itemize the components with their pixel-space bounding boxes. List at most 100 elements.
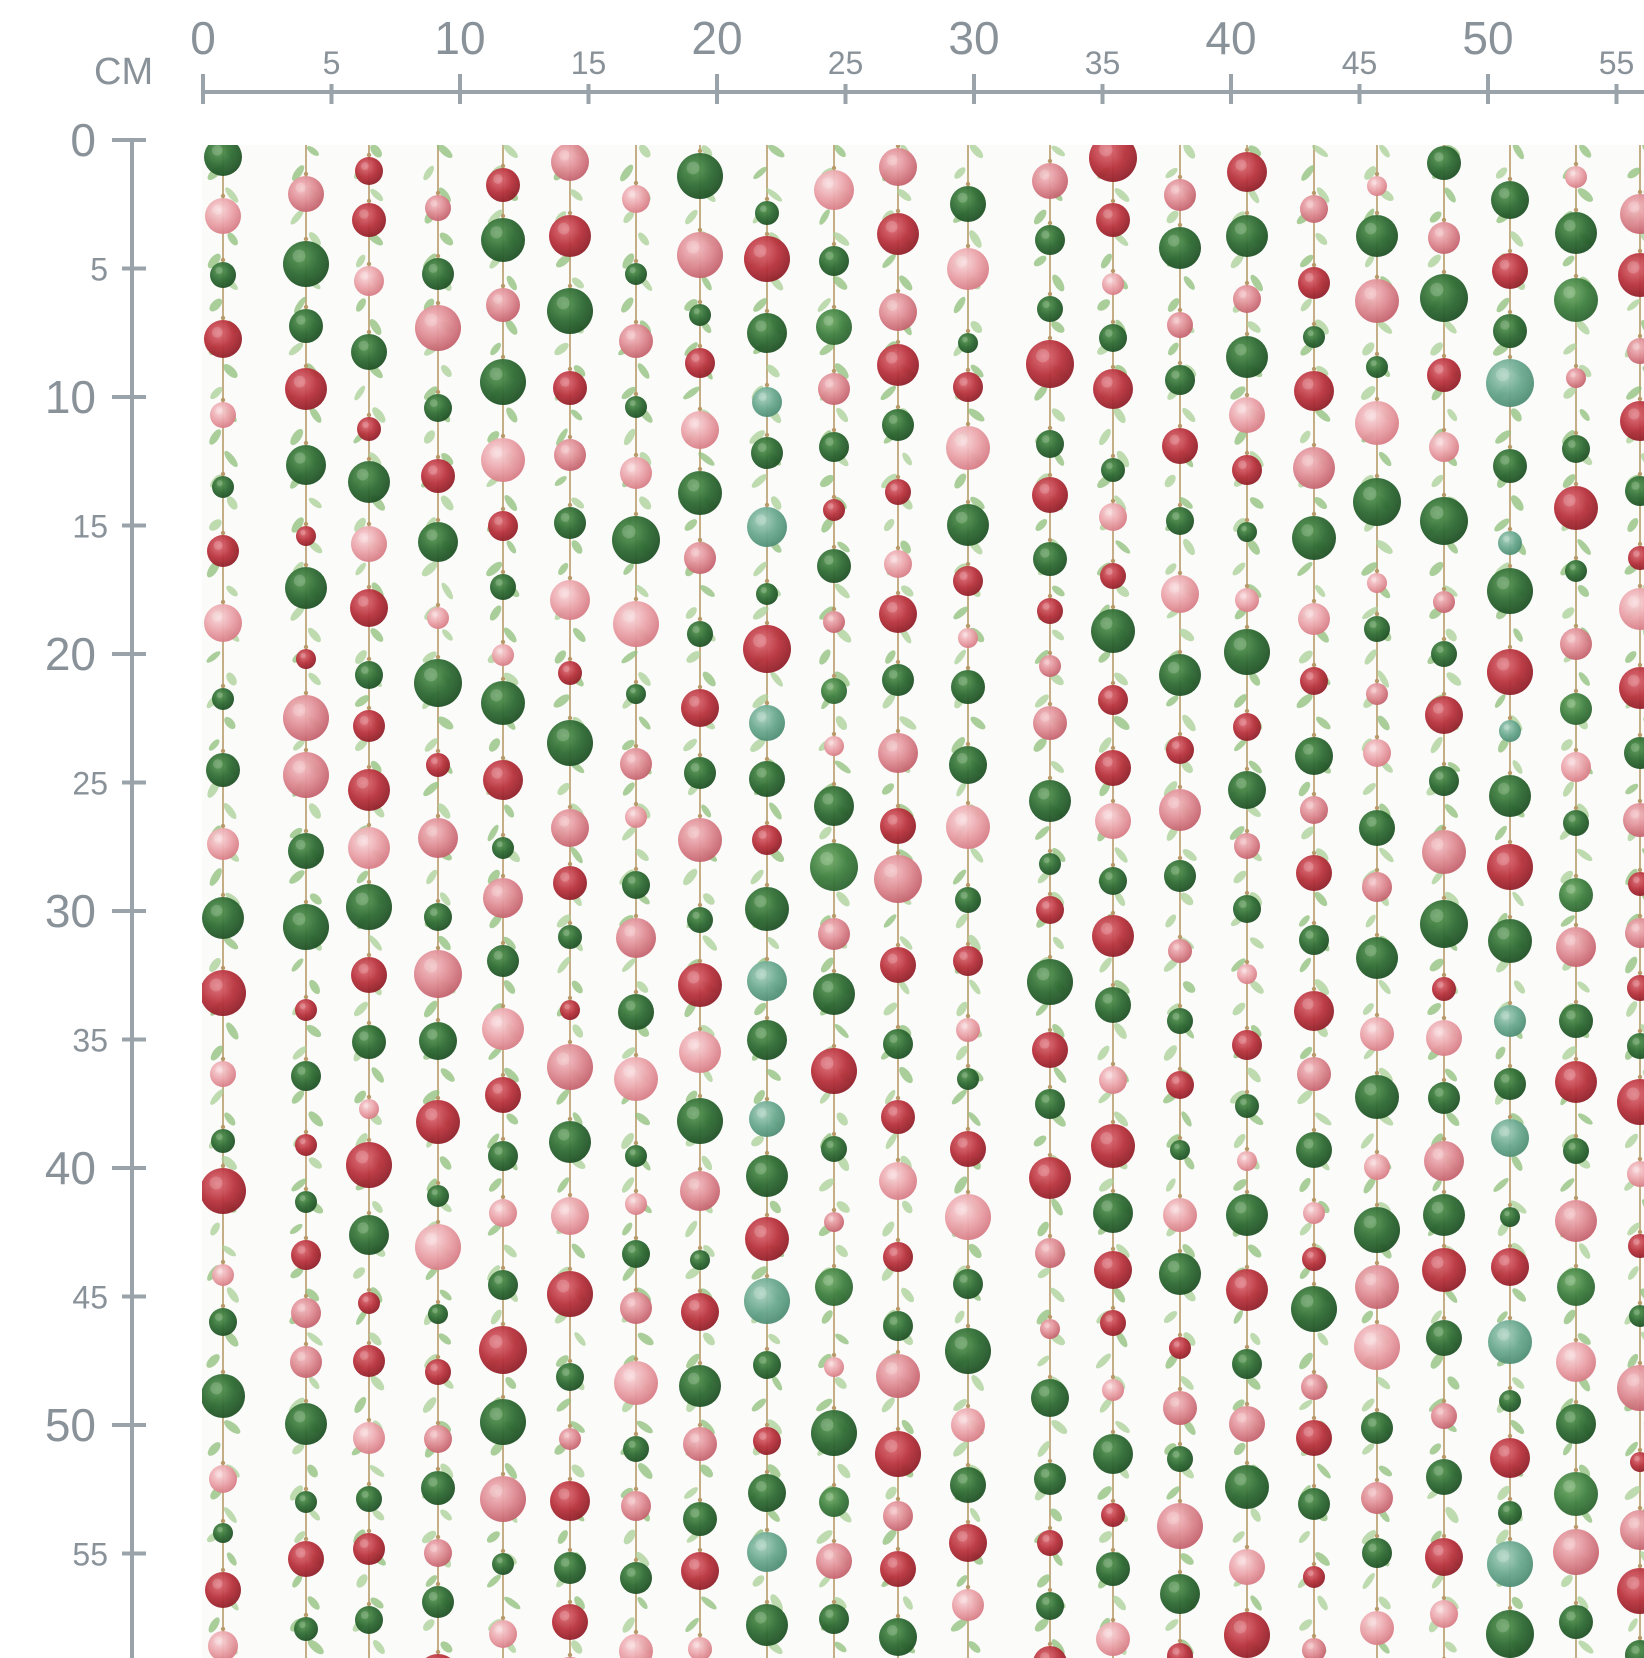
garland-strand (1157, 145, 1203, 1658)
bauble (1561, 752, 1591, 782)
bauble (415, 1224, 461, 1270)
bauble (1235, 1094, 1259, 1118)
bauble (1557, 1268, 1595, 1306)
bauble (1620, 1510, 1644, 1550)
bauble (1354, 1324, 1400, 1370)
bauble (1166, 1071, 1194, 1099)
bauble (549, 215, 591, 257)
bauble (1226, 1194, 1268, 1236)
bauble (1233, 895, 1261, 923)
bauble (1161, 575, 1199, 613)
bauble (619, 324, 653, 358)
bauble (349, 1215, 389, 1255)
bauble (957, 1068, 979, 1090)
bauble (1035, 1238, 1065, 1268)
bauble (1361, 1482, 1393, 1514)
garland-strand (346, 145, 392, 1658)
bauble (295, 1491, 317, 1513)
bauble (202, 1168, 246, 1214)
bauble (1300, 796, 1328, 824)
bauble (1302, 1247, 1326, 1271)
bauble (1303, 1566, 1325, 1588)
bauble (744, 1278, 790, 1324)
bauble (1560, 693, 1592, 725)
bauble (1360, 1611, 1394, 1645)
bauble (1491, 1248, 1529, 1286)
garland-strand (1486, 145, 1534, 1658)
bauble (553, 371, 587, 405)
bauble (684, 757, 716, 789)
bauble (207, 535, 239, 567)
bauble (485, 1077, 521, 1113)
garland-strand (743, 145, 791, 1658)
bauble (1556, 927, 1596, 967)
bauble (883, 1501, 913, 1531)
bauble (1232, 1349, 1262, 1379)
bauble (678, 471, 722, 515)
bauble (879, 595, 917, 633)
bauble (953, 372, 983, 402)
bauble (681, 1293, 719, 1331)
bauble (1101, 1503, 1125, 1527)
bauble (1095, 803, 1131, 839)
left-minor-label: 25 (72, 766, 108, 802)
bauble (875, 1431, 921, 1477)
bauble (1226, 215, 1268, 257)
bauble (1168, 939, 1192, 963)
bauble (821, 1136, 847, 1162)
bauble (1360, 1017, 1394, 1051)
bauble (205, 198, 241, 234)
bauble (817, 549, 851, 583)
bauble (950, 186, 986, 222)
bauble (353, 710, 385, 742)
bauble (1297, 1057, 1331, 1091)
garland-strand (1026, 145, 1074, 1658)
bauble (681, 1552, 719, 1590)
bauble (1035, 1089, 1065, 1119)
bauble (614, 1057, 658, 1101)
bauble (550, 580, 590, 620)
bauble (479, 1326, 527, 1374)
bauble (1486, 359, 1534, 407)
bauble (1427, 146, 1461, 180)
bauble (348, 769, 390, 811)
bauble (1627, 338, 1644, 364)
bauble (1355, 1265, 1399, 1309)
bauble (1425, 1538, 1463, 1576)
bauble (1617, 1568, 1644, 1614)
bauble (747, 1532, 787, 1572)
bauble (1499, 720, 1521, 742)
bauble (291, 1298, 321, 1328)
bauble (1167, 1446, 1193, 1472)
bauble (622, 185, 650, 213)
bauble (1093, 1434, 1133, 1474)
bauble (747, 961, 787, 1001)
bauble (351, 526, 387, 562)
bauble (1487, 649, 1533, 695)
bauble (945, 1328, 991, 1374)
bauble (295, 999, 317, 1021)
bauble (1101, 458, 1125, 482)
bauble (1040, 1319, 1060, 1339)
bauble (1224, 629, 1270, 675)
bauble (490, 574, 516, 600)
bauble (956, 1018, 980, 1042)
bauble (492, 837, 514, 859)
bauble (1228, 771, 1266, 809)
bauble (878, 733, 918, 773)
left-minor-label: 35 (72, 1023, 108, 1059)
bauble (1102, 273, 1124, 295)
bauble (1617, 1365, 1644, 1411)
bauble (1292, 516, 1336, 560)
bauble (1617, 1079, 1644, 1125)
bauble (620, 1292, 652, 1324)
bauble (1428, 222, 1460, 254)
bauble (743, 625, 791, 673)
bauble (486, 288, 520, 322)
bauble (1486, 1610, 1534, 1658)
bauble (1301, 1374, 1327, 1400)
bauble (1431, 641, 1457, 667)
bauble (881, 1100, 915, 1134)
bauble (427, 1185, 449, 1207)
bauble (1426, 1020, 1462, 1056)
